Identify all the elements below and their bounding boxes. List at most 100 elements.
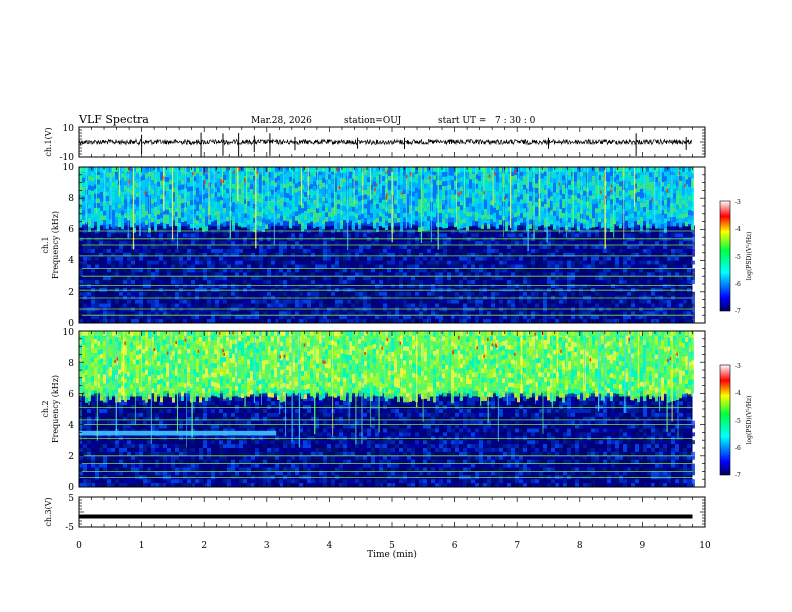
spec1-hiss-cell [454,167,457,172]
spec1-hiss-cell [145,210,148,216]
spec1-hiss-cell [256,225,259,231]
spec1-noise-cell [423,272,427,277]
spec1-hiss-cell [145,215,148,221]
spec1-noise-cell [223,276,227,281]
spec1-noise-cell [503,256,507,261]
spec1-hiss-cell [448,167,451,172]
spec1-hiss-cell [472,215,475,221]
spec1-noise-cell [107,299,111,304]
spec1-noise-cell [395,319,399,323]
spec1-noise-cell [455,315,459,320]
spec1-noise-cell [531,260,535,265]
spec1-hiss-cell [421,198,424,203]
spec1-hiss-cell [286,188,289,194]
spec1-hiss-cell [166,219,169,224]
spec1-noise-cell [219,272,223,277]
spec1-noise-cell [255,303,259,308]
spec1-hiss-cell [334,182,337,188]
spec1-hiss-cell [433,212,436,218]
spec1-hiss-cell [454,199,457,204]
spec1-hiss-cell [181,175,184,180]
spec1-noise-cell [543,268,547,273]
spec1-noise-cell [679,248,683,253]
spec1-noise-cell [175,291,179,296]
spec1-hiss-cell [280,183,283,188]
spec1-hiss-cell [175,193,178,198]
spec1-hiss-cell [367,177,370,183]
spec1-noise-cell [483,241,487,245]
spec1-hiss-cell [475,197,478,203]
spec1-hiss-cell [334,167,337,172]
spec1-noise-cell [483,280,487,284]
spec1-hiss-cell [94,184,97,190]
spec1-noise-cell [503,291,507,296]
spec1-hiss-cell [523,180,526,185]
spec1-noise-cell [191,272,195,277]
spec1-hiss-cell [181,179,184,185]
spec1-hiss-cell [121,173,124,178]
spec1-noise-cell [539,245,543,249]
spec1-noise-cell [635,303,639,308]
spec1-noise-cell [143,225,147,230]
spec1-hiss-cell [265,219,268,225]
spec1-noise-cell [135,252,139,257]
spec1-hiss-cell [382,208,385,214]
spec1-noise-cell [511,280,515,284]
spec1-hiss-cell [367,200,370,206]
spec1-hiss-cell [508,220,511,226]
spec1-hiss-cell [439,184,442,190]
spec1-noise-cell [383,315,387,320]
spec1-hiss-cell [304,215,307,221]
spec1-hiss-cell [238,193,241,199]
spec1-hiss-cell [178,194,181,200]
spec1-noise-cell [83,248,87,253]
spec1-hiss-cell [115,184,118,190]
spec1-noise-cell [619,311,623,316]
spec1-noise-cell [391,233,395,238]
spec1-hiss-cell [607,219,610,224]
spec1-noise-cell [339,311,343,316]
spec1-noise-cell [391,264,395,269]
spec1-hiss-cell [505,217,508,222]
spec1-hiss-cell [574,190,577,196]
spec1-hiss-cell [286,207,289,212]
spec1-hiss-cell [169,189,172,194]
spec1-hiss-cell [250,198,253,204]
spec1-hiss-cell [154,206,157,212]
spec1-hiss-cell [418,185,421,190]
spec1-hiss-cell [253,175,256,181]
spec1-hiss-cell [469,207,472,213]
spec1-noise-cell [243,303,247,308]
spec1-noise-cell [415,280,419,284]
spec1-noise-cell [143,311,147,316]
spec1-noise-cell [103,311,107,316]
spec1-hiss-cell [364,175,367,181]
spec1-hiss-cell [196,210,199,216]
spec1-noise-cell [411,225,415,230]
spec1-hiss-cell [226,169,229,175]
spec1-hiss-cell [442,172,445,177]
spec1-noise-cell [591,260,595,265]
spec1-hiss-cell [613,210,616,215]
spec1-hiss-cell [217,206,220,212]
spec1-noise-cell [259,264,263,269]
spec1-hiss-cell [550,210,553,216]
spec1-noise-cell [179,276,183,281]
spec1-noise-cell [311,319,315,323]
spec1-noise-cell [663,299,667,304]
spec1-noise-cell [627,256,631,261]
spec1-hiss-cell [319,207,322,213]
spec1-hiss-cell [289,214,292,220]
spec1-hiss-cell [586,210,589,216]
spec1-noise-cell [683,248,687,253]
spec1-noise-cell [631,268,635,273]
spec1-noise-cell [575,260,579,265]
spec1-noise-cell [487,272,491,277]
spec1-noise-cell [223,280,227,284]
spec1-hiss-cell [133,209,136,214]
spec1-hiss-cell [475,167,478,172]
spec1-noise-cell [643,233,647,238]
spec1-hiss-cell [115,203,118,208]
spec1-hiss-cell [118,208,121,214]
spec1-noise-cell [91,256,95,261]
